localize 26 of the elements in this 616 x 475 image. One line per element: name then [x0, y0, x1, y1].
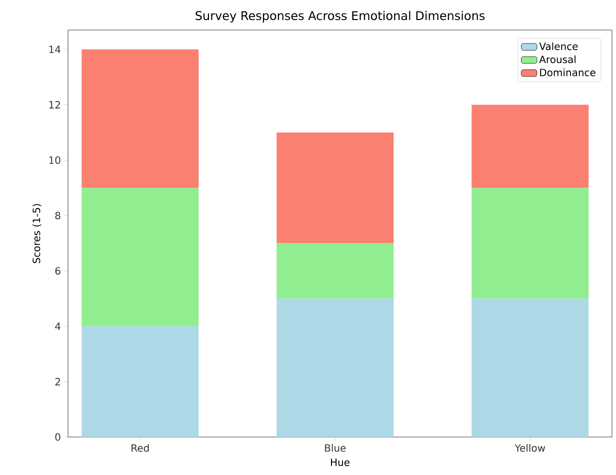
x-tick-label: Blue	[325, 444, 346, 452]
x-tick-label: Red	[132, 444, 149, 452]
y-axis-title: Scores (1-5)	[32, 204, 42, 264]
legend-label: Valence	[539, 42, 578, 50]
bar	[276, 132, 394, 244]
y-tick-label: 10	[49, 156, 60, 164]
bar	[82, 49, 199, 188]
bar	[472, 104, 589, 188]
y-tick-label: 14	[49, 46, 60, 54]
legend-label: Dominance	[540, 68, 596, 76]
legend-label: Arousal	[539, 55, 576, 64]
y-tick-label: 0	[55, 433, 60, 441]
y-tick-label: 4	[55, 322, 60, 330]
x-tick-label: Yellow	[514, 444, 546, 452]
y-tick-label: 12	[49, 101, 60, 108]
bar	[276, 243, 394, 299]
bar	[82, 188, 199, 326]
bar	[472, 298, 589, 437]
y-tick-label: 6	[55, 267, 60, 275]
bar	[82, 326, 199, 437]
bar	[276, 298, 394, 437]
y-tick-label: 8	[55, 212, 60, 220]
bar	[472, 188, 589, 299]
y-tick-label: 2	[55, 378, 60, 386]
chart-title: Survey Responses Across Emotional Dimensions	[196, 10, 485, 22]
x-axis-title: Hue	[330, 458, 350, 466]
